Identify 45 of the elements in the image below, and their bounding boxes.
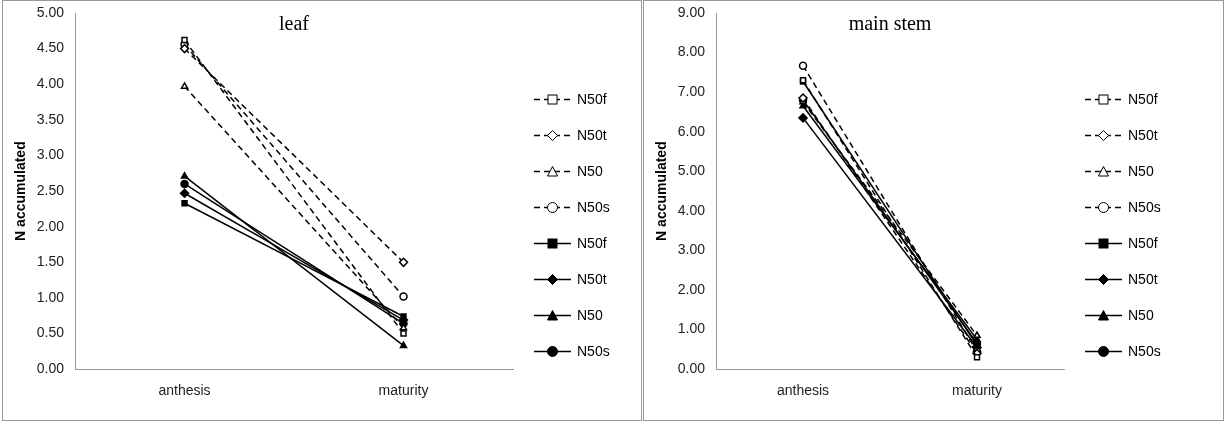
- legend-label: N50t: [1128, 271, 1158, 287]
- x-tick-label: anthesis: [776, 382, 830, 399]
- y-tick-label: 9.00: [677, 3, 706, 20]
- y-tick-label: 2.00: [677, 280, 706, 297]
- y-tick-label: 4.00: [677, 201, 706, 218]
- y-tick-label: 0.00: [677, 360, 706, 377]
- x-tick-label: maturity: [952, 382, 1002, 399]
- y-tick-label: 5.00: [36, 3, 65, 20]
- legend-label: N50s: [577, 343, 610, 359]
- y-tick-label: 3.00: [677, 241, 706, 258]
- y-tick-label: 4.00: [36, 75, 65, 92]
- legend-label: N50: [577, 163, 603, 179]
- legend-label: N50f: [1128, 91, 1158, 107]
- legend-label: N50f: [1128, 235, 1158, 251]
- legend-label: N50s: [1128, 199, 1161, 215]
- y-tick-label: 0.00: [36, 360, 65, 377]
- x-tick-label: maturity: [378, 382, 429, 399]
- x-tick-label: anthesis: [158, 382, 211, 399]
- y-tick-label: 2.00: [36, 217, 65, 234]
- legend-label: N50f: [577, 235, 607, 251]
- chart-title: leaf: [279, 12, 310, 35]
- legend-label: N50t: [577, 127, 607, 143]
- y-tick-label: 4.50: [36, 39, 65, 56]
- chart-title: main stem: [848, 12, 932, 35]
- legend-label: N50s: [1128, 343, 1161, 359]
- y-tick-label: 3.00: [36, 146, 65, 163]
- legend-label: N50t: [1128, 127, 1158, 143]
- y-tick-label: 5.00: [677, 162, 706, 179]
- legend-label: N50t: [577, 271, 607, 287]
- y-tick-label: 3.50: [36, 110, 65, 127]
- y-tick-label: 0.50: [36, 324, 65, 341]
- y-axis-title: N accumulated: [653, 141, 670, 241]
- y-tick-label: 1.00: [36, 288, 65, 305]
- y-tick-label: 2.50: [36, 181, 65, 198]
- y-tick-label: 1.50: [36, 253, 65, 270]
- y-tick-label: 7.00: [677, 83, 706, 100]
- y-tick-label: 8.00: [677, 43, 706, 60]
- legend-label: N50: [577, 307, 603, 323]
- y-tick-label: 1.00: [677, 320, 706, 337]
- y-axis-title: N accumulated: [12, 141, 29, 241]
- legend-label: N50s: [577, 199, 610, 215]
- legend-label: N50: [1128, 307, 1154, 323]
- legend-label: N50f: [577, 91, 607, 107]
- y-tick-label: 6.00: [677, 122, 706, 139]
- legend-label: N50: [1128, 163, 1154, 179]
